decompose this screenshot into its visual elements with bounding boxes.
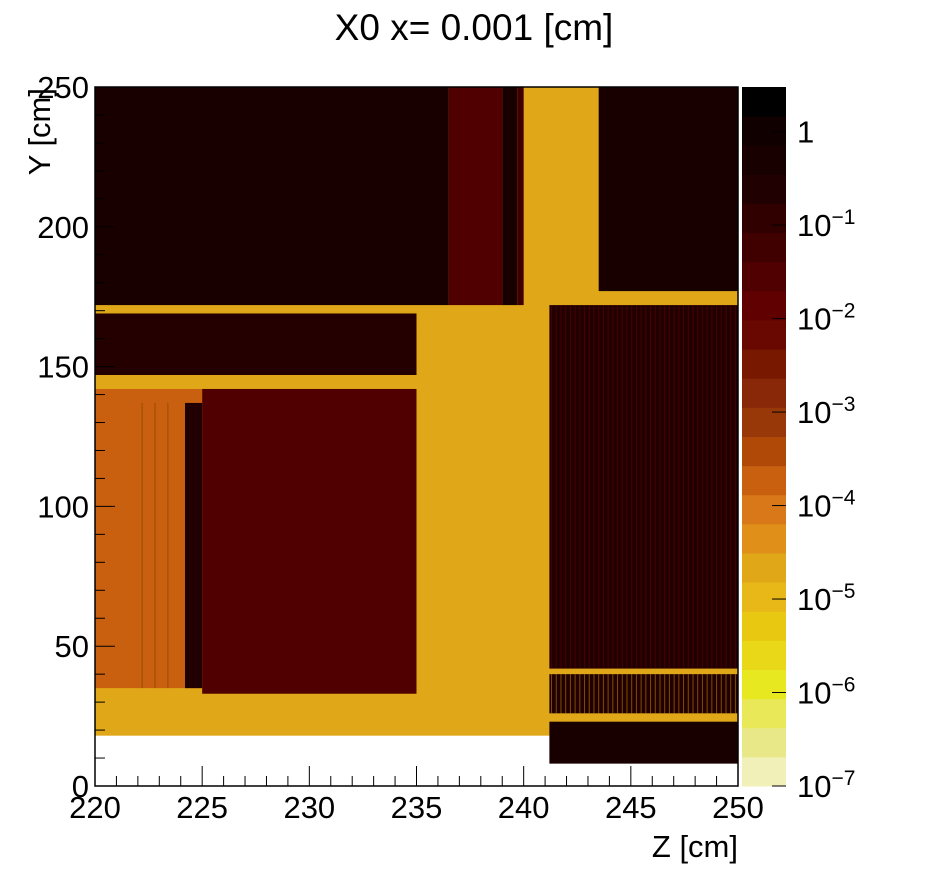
heatmap-region [95, 388, 203, 689]
y-tick-label: 50 [55, 629, 89, 664]
colorbar-swatch [742, 553, 786, 583]
heatmap-region [517, 87, 524, 306]
x-tick-label: 220 [69, 790, 121, 825]
colorbar-tick-label: 10−3 [797, 393, 855, 430]
colorbar-swatch [742, 494, 786, 525]
colorbar-swatch [742, 523, 786, 554]
colorbar-swatch [742, 669, 786, 700]
x-tick-label: 235 [391, 790, 443, 825]
colorbar-swatch [742, 290, 786, 321]
detector-stripes [95, 305, 736, 714]
heatmap-region [416, 87, 449, 306]
colorbar [742, 87, 786, 787]
heatmap-region [202, 388, 417, 694]
colorbar-swatch [742, 261, 786, 292]
x-axis-label: Z [cm] [652, 829, 738, 864]
colorbar-swatch [742, 87, 786, 117]
colorbar-swatch [742, 582, 786, 612]
y-tick-label: 200 [37, 210, 89, 245]
y-tick-label: 100 [37, 489, 89, 524]
colorbar-swatch [742, 378, 786, 408]
heatmap-region [448, 87, 503, 306]
colorbar-swatch [742, 320, 786, 350]
colorbar-swatch [742, 203, 786, 234]
y-axis-ticks: 0 50 100 150 200 250 [37, 70, 115, 804]
colorbar-tick-label: 1 [797, 115, 814, 150]
colorbar-swatch [742, 116, 786, 146]
x-tick-label: 240 [498, 790, 550, 825]
heatmap-region [95, 87, 417, 306]
colorbar-tick-label: 10−4 [797, 487, 856, 524]
colorbar-tick-label: 10−1 [797, 206, 855, 243]
colorbar-swatch [742, 436, 786, 467]
heatmap-plot-area [95, 87, 738, 764]
heatmap-region [95, 313, 417, 375]
colorbar-swatch [742, 727, 786, 758]
colorbar-tick-label: 10−6 [797, 674, 855, 711]
x-tick-label: 230 [283, 790, 335, 825]
y-tick-label: 150 [37, 350, 89, 385]
heatmap-region [598, 87, 738, 292]
colorbar-swatch [742, 232, 786, 263]
colorbar-swatch [742, 698, 786, 729]
heatmap-region [549, 721, 738, 764]
x-tick-label: 225 [176, 790, 228, 825]
colorbar-swatch [742, 640, 786, 670]
colorbar-swatch [742, 465, 786, 496]
colorbar-tick-label: 10−2 [797, 300, 855, 337]
x-tick-label: 245 [605, 790, 657, 825]
heatmap-region [502, 87, 518, 306]
colorbar-swatch [742, 611, 786, 641]
colorbar-swatch [742, 145, 786, 175]
x-axis-ticks: 220 225 230 235 240 245 250 [69, 766, 764, 825]
heatmap-region [549, 305, 738, 669]
colorbar-tick-label: 10−7 [797, 767, 855, 804]
y-axis-label: Y [cm] [22, 88, 57, 175]
heatmap-region [185, 402, 203, 689]
colorbar-tick-label: 10−5 [797, 580, 855, 617]
x-tick-label: 250 [712, 790, 764, 825]
heatmap-region [549, 674, 738, 714]
chart-title: X0 x= 0.001 [cm] [335, 7, 614, 48]
colorbar-swatch [742, 174, 786, 204]
colorbar-swatch [742, 349, 786, 379]
y-tick-label: 0 [72, 769, 89, 804]
colorbar-swatch [742, 756, 786, 787]
y-tick-label: 250 [37, 70, 89, 105]
